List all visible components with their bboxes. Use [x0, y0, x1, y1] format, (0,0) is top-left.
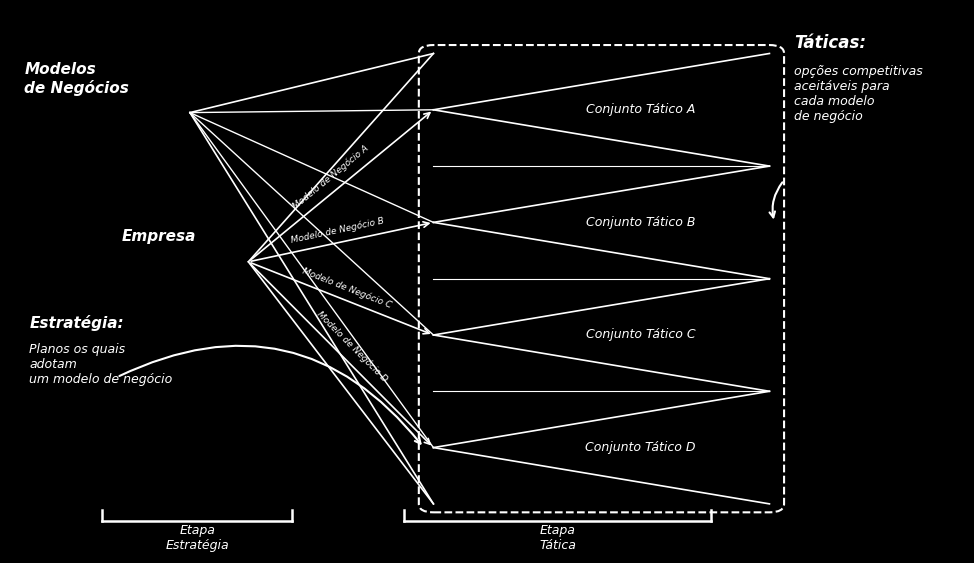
Text: Conjunto Tático A: Conjunto Tático A — [585, 103, 695, 117]
Text: Planos os quais
adotam
um modelo de negócio: Planos os quais adotam um modelo de negó… — [29, 343, 172, 386]
Text: Táticas:: Táticas: — [794, 34, 866, 52]
Text: Empresa: Empresa — [122, 229, 196, 244]
Text: opções competitivas
aceitáveis para
cada modelo
de negócio: opções competitivas aceitáveis para cada… — [794, 65, 922, 123]
Text: Modelo de Negócio D: Modelo de Negócio D — [316, 309, 390, 384]
Text: Conjunto Tático D: Conjunto Tático D — [585, 441, 695, 454]
Text: Etapa
Tática: Etapa Tática — [540, 524, 576, 552]
Text: Modelos
de Negócios: Modelos de Negócios — [24, 62, 130, 96]
Text: Modelo de Negócio B: Modelo de Negócio B — [290, 216, 385, 245]
Text: Conjunto Tático B: Conjunto Tático B — [585, 216, 695, 229]
Text: Conjunto Tático C: Conjunto Tático C — [585, 328, 695, 342]
Text: Etapa
Estratégia: Etapa Estratégia — [166, 524, 229, 552]
Text: Modelo de Negócio C: Modelo de Negócio C — [301, 266, 393, 310]
Text: Estratégia:: Estratégia: — [29, 315, 124, 331]
Text: Modelo de Negócio A: Modelo de Negócio A — [291, 143, 370, 211]
